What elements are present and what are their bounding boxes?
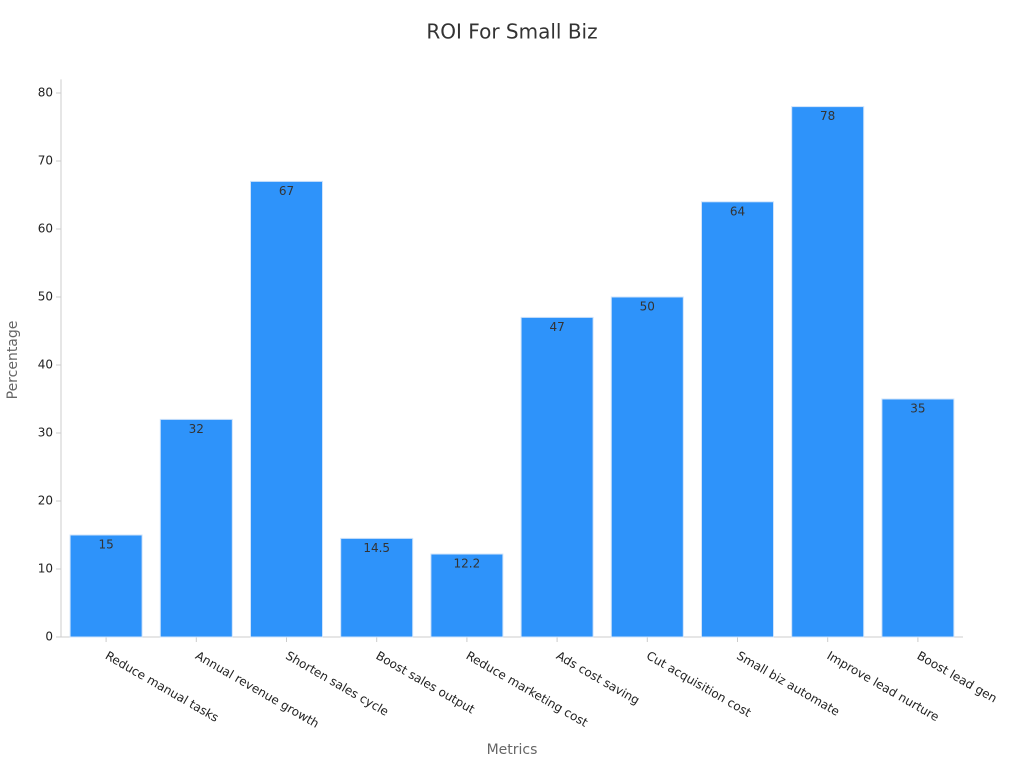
y-tick-label: 30 — [38, 426, 53, 440]
data-label: 47 — [549, 320, 564, 334]
bar — [430, 553, 504, 638]
chart-title: ROI For Small Biz — [426, 20, 597, 44]
data-label: 32 — [189, 422, 204, 436]
bar — [159, 418, 233, 638]
data-label: 14.5 — [363, 541, 390, 555]
y-tick-label: 10 — [38, 562, 53, 576]
bar — [791, 106, 865, 638]
x-tick-label: Ads cost saving — [554, 649, 642, 708]
data-label: 78 — [820, 109, 835, 123]
y-tick-label: 70 — [38, 154, 53, 168]
y-tick-label: 60 — [38, 222, 53, 236]
bar — [610, 296, 684, 638]
x-axis-title: Metrics — [487, 742, 538, 758]
y-tick-label: 50 — [38, 290, 53, 304]
y-tick-label: 20 — [38, 494, 53, 508]
y-tick-label: 40 — [38, 358, 53, 372]
y-tick-label: 0 — [45, 630, 53, 644]
data-label: 67 — [279, 184, 294, 198]
y-tick-label: 80 — [38, 86, 53, 100]
data-label: 50 — [640, 300, 655, 314]
data-label: 64 — [730, 204, 745, 218]
data-label: 12.2 — [454, 557, 481, 571]
bar — [69, 534, 143, 638]
bar — [520, 316, 594, 638]
x-tick-label: Boost lead gen — [915, 649, 1000, 706]
bar — [340, 537, 414, 638]
y-axis-title: Percentage — [5, 321, 21, 400]
bar — [881, 398, 955, 638]
data-label: 15 — [98, 538, 113, 552]
bar — [250, 180, 323, 638]
data-label: 35 — [910, 402, 925, 416]
bar — [701, 201, 774, 638]
